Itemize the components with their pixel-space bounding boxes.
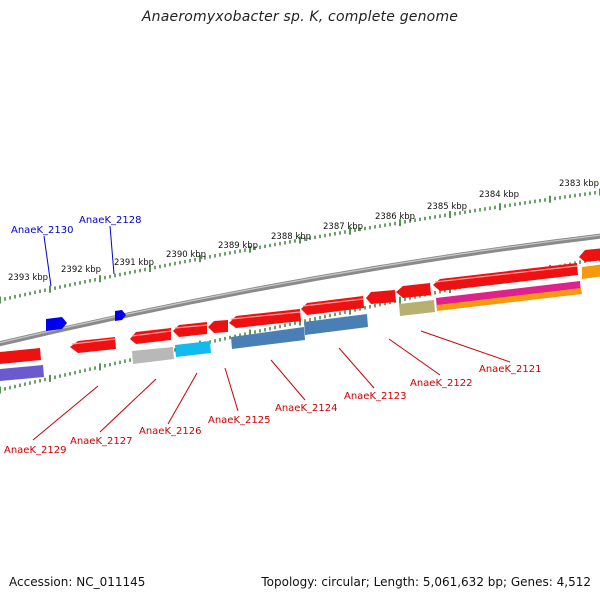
leader-line [43, 235, 52, 287]
gene-orange-edge[interactable] [582, 264, 600, 279]
scale-labels: 2383 kbp 2384 kbp 2385 kbp 2386 kbp 2387… [8, 179, 599, 283]
scale-label: 2393 kbp [8, 273, 48, 283]
reverse-genes-lower [0, 264, 600, 381]
scale-label: 2390 kbp [166, 250, 206, 260]
gene-AnaeK_2130[interactable] [46, 317, 67, 331]
gene-highlight [174, 324, 208, 329]
leader-line [420, 330, 511, 363]
leader-line [224, 367, 239, 412]
gene-AnaeK_2122-arrow[interactable] [366, 290, 396, 304]
scale-label: 2392 kbp [61, 265, 101, 275]
gene-cyan-block[interactable] [175, 341, 211, 357]
scale-label: 2385 kbp [427, 202, 467, 212]
leader-line [109, 225, 115, 275]
bottom-gene-labels: AnaeK_2129 AnaeK_2127 AnaeK_2126 AnaeK_2… [4, 330, 541, 456]
gene-orange-block[interactable] [437, 288, 582, 311]
leader-line [99, 378, 157, 433]
gene-steel-block-1[interactable] [231, 327, 305, 349]
scale-label: 2386 kbp [375, 212, 415, 222]
accession-text: Accession: NC_011145 [9, 575, 146, 589]
gene-highlight [302, 298, 364, 307]
gene-highlight [434, 265, 578, 283]
scale-label: 2389 kbp [218, 241, 258, 251]
gene-label-AnaeK_2123[interactable]: AnaeK_2123 [344, 391, 406, 402]
scale-label: 2384 kbp [479, 190, 519, 200]
reverse-genes-upper [0, 248, 600, 364]
leader-line [338, 347, 375, 389]
genome-backbone-highlight [0, 234, 600, 344]
gene-steel-block-2[interactable] [304, 314, 368, 335]
leader-line [32, 385, 99, 441]
gene-edge-arrow[interactable] [579, 248, 600, 262]
gene-small-arrow[interactable] [208, 320, 228, 333]
gene-highlight [230, 311, 301, 320]
gene-highlight [71, 338, 116, 345]
gene-AnaeK_2121-arrow[interactable] [396, 283, 431, 298]
gene-label-AnaeK_2127[interactable]: AnaeK_2127 [70, 436, 132, 447]
page-title: Anaeromyxobacter sp. K, complete genome [141, 9, 459, 25]
gene-label-AnaeK_2130[interactable]: AnaeK_2130 [11, 225, 73, 236]
outer-scale-ticks [0, 188, 600, 304]
gene-label-AnaeK_2129[interactable]: AnaeK_2129 [4, 445, 66, 456]
gene-label-AnaeK_2122[interactable]: AnaeK_2122 [410, 378, 472, 389]
scale-label: 2383 kbp [559, 179, 599, 189]
gene-label-AnaeK_2126[interactable]: AnaeK_2126 [139, 426, 201, 437]
gene-AnaeK_2127-arrow[interactable] [70, 337, 116, 353]
scale-label: 2387 kbp [323, 222, 363, 232]
topology-text: Topology: circular; Length: 5,061,632 bp… [261, 575, 591, 589]
gene-AnaeK_2128[interactable] [115, 310, 126, 321]
genome-backbone [0, 233, 600, 347]
gene-label-AnaeK_2121[interactable]: AnaeK_2121 [479, 364, 541, 375]
gene-highlight [131, 330, 172, 337]
gene-label-AnaeK_2125[interactable]: AnaeK_2125 [208, 415, 270, 426]
gene-gray-block[interactable] [132, 347, 174, 364]
gene-olive-block[interactable] [399, 300, 435, 316]
gene-label-AnaeK_2128[interactable]: AnaeK_2128 [79, 215, 141, 226]
leader-line [167, 372, 198, 425]
gene-label-AnaeK_2124[interactable]: AnaeK_2124 [275, 403, 337, 414]
forward-genes [46, 310, 126, 331]
gene-block[interactable] [0, 348, 41, 364]
gene-purple-block[interactable] [0, 365, 44, 381]
scale-label: 2388 kbp [271, 232, 311, 242]
leader-line [388, 338, 441, 376]
leader-line [270, 359, 306, 401]
top-gene-labels: AnaeK_2130 AnaeK_2128 [11, 215, 141, 287]
scale-label: 2391 kbp [114, 258, 154, 268]
gene-AnaeK_2125-arrow[interactable] [173, 322, 207, 337]
